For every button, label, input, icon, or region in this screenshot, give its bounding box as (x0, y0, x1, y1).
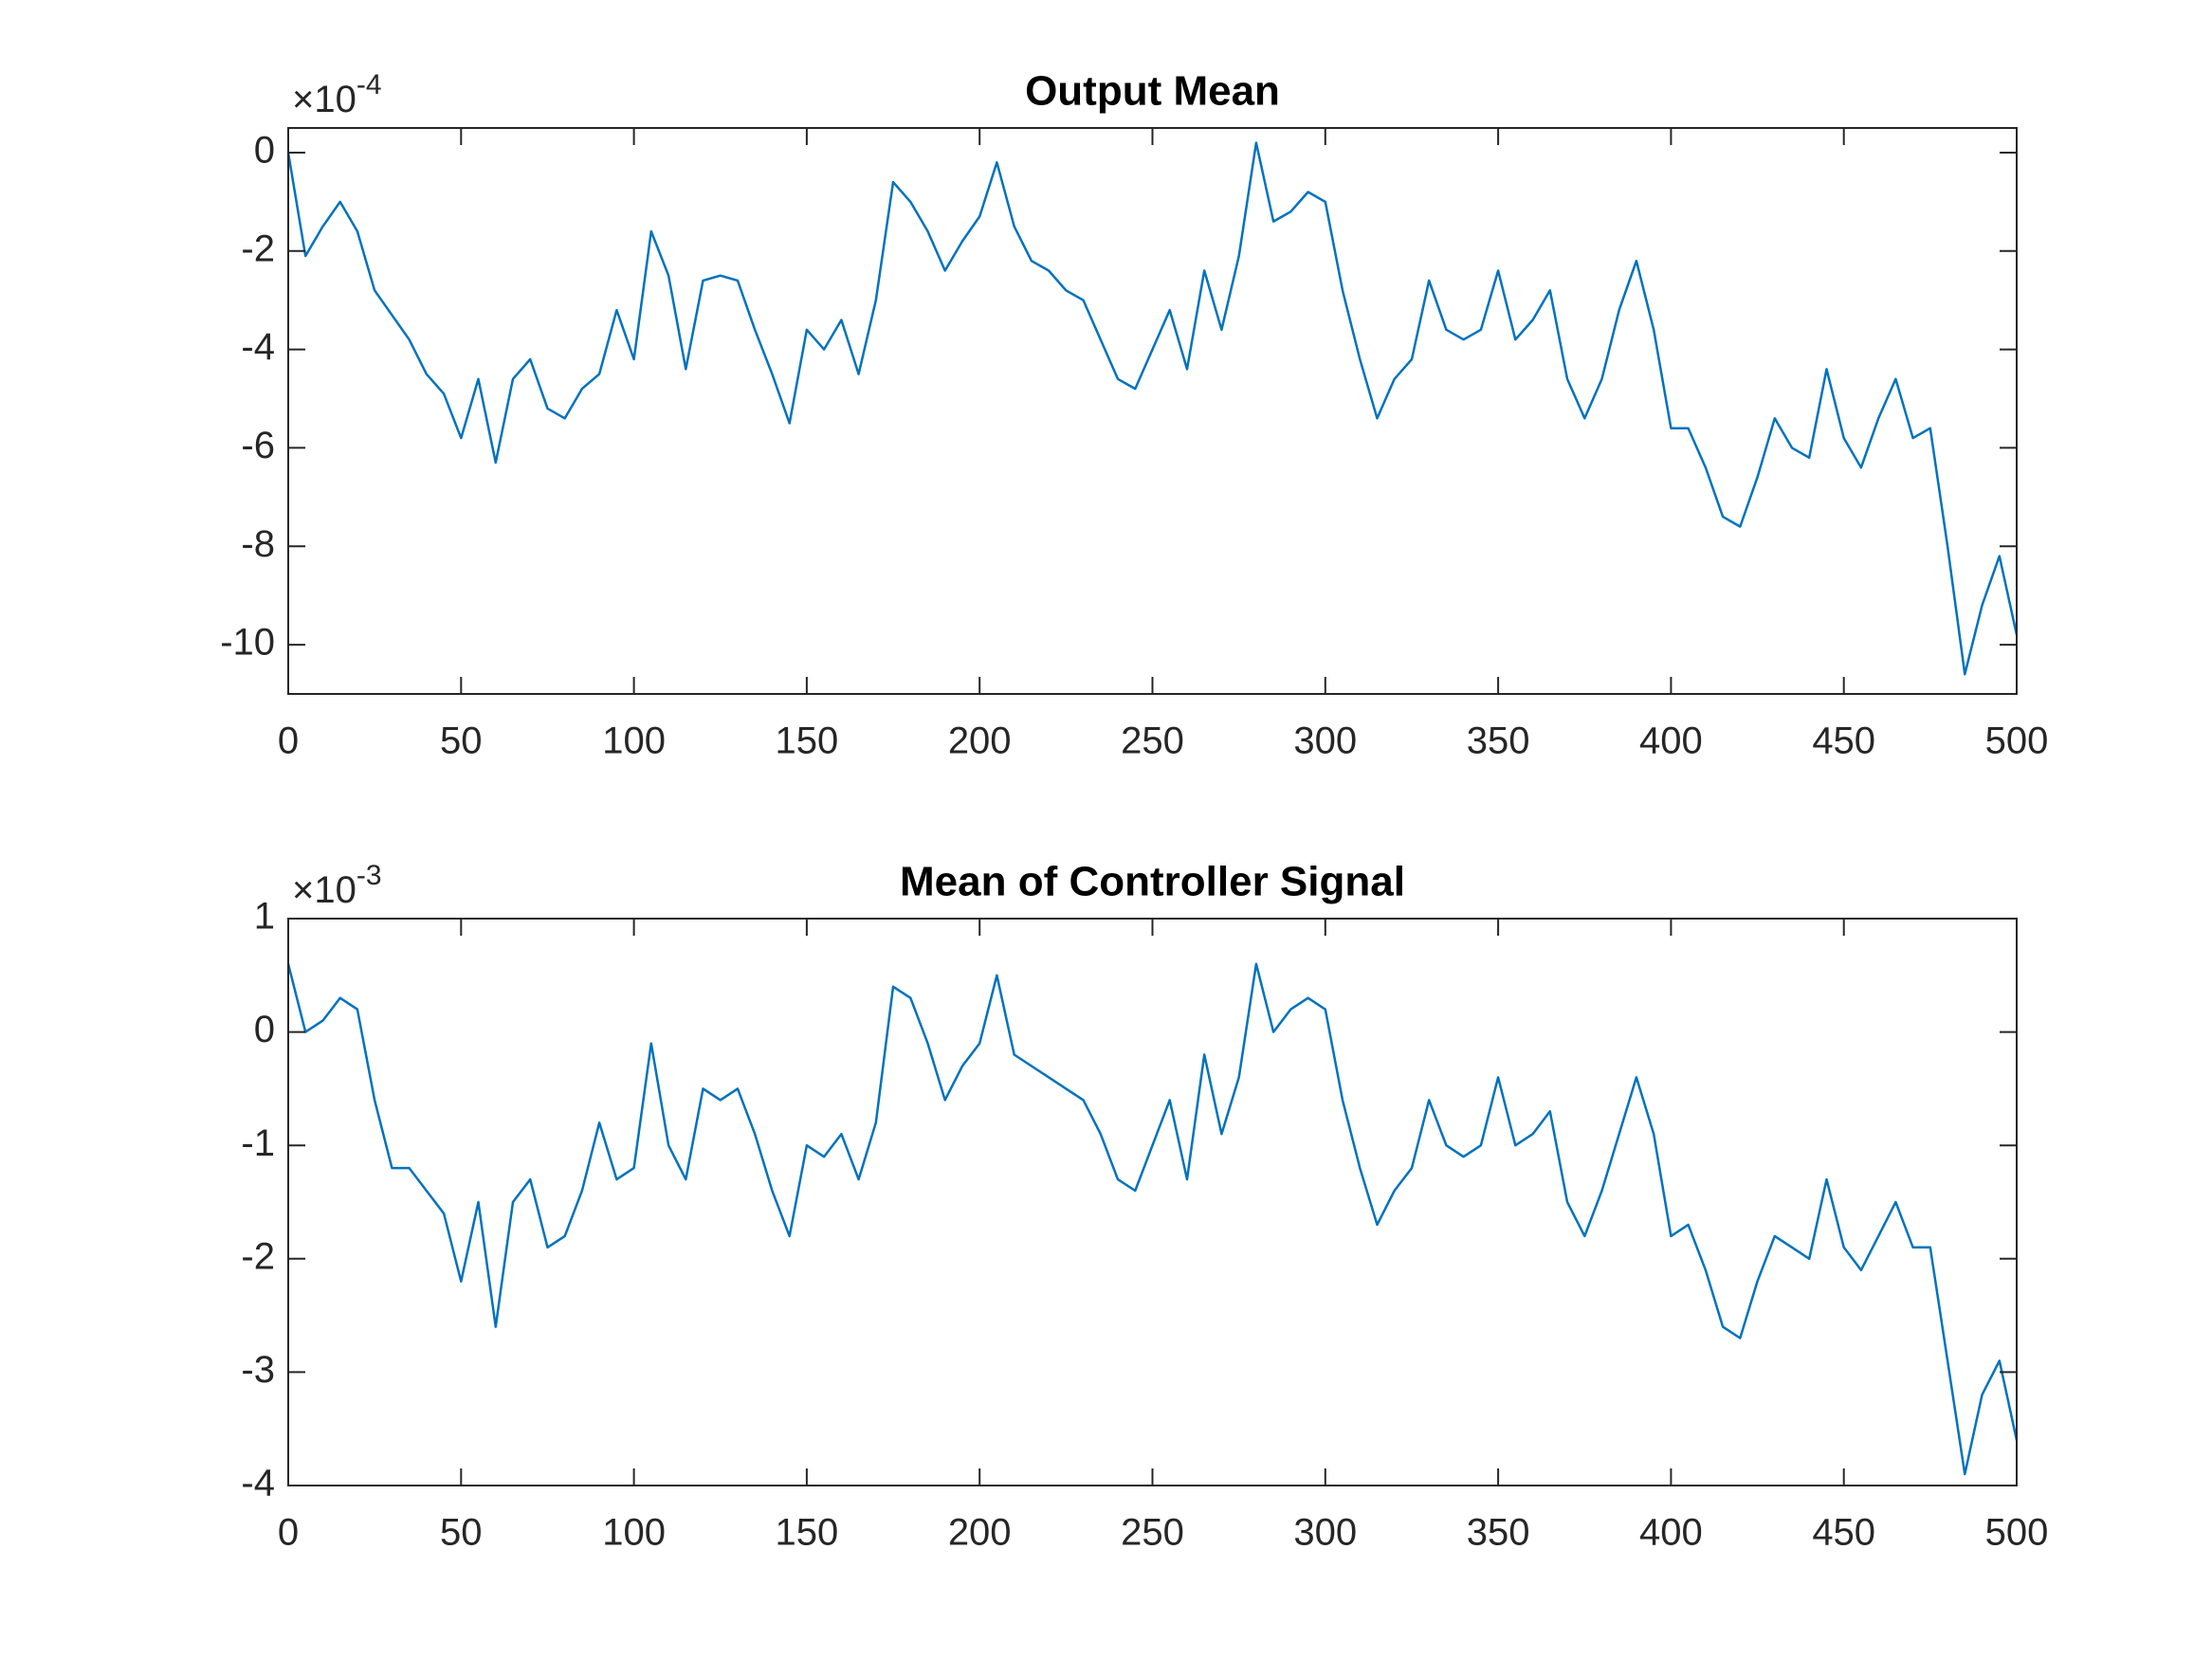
y-tick-label: -8 (241, 523, 275, 565)
y-tick-label: 0 (254, 130, 275, 172)
data-line (286, 962, 2019, 1476)
chart-title: Output Mean (1025, 68, 1280, 115)
y-tick-label: 1 (254, 896, 275, 938)
x-tick-label: 150 (776, 1512, 839, 1554)
chart-title: Mean of Controller Signal (900, 859, 1405, 905)
x-tick-label: 100 (602, 1512, 666, 1554)
x-tick-label: 350 (1467, 720, 1530, 762)
x-tick-label: 50 (440, 1512, 483, 1554)
y-tick-label: -10 (220, 622, 275, 664)
y-tick-label: -4 (241, 326, 275, 368)
multiplier-base: ×10 (292, 869, 356, 911)
y-tick-label: -4 (241, 1463, 275, 1504)
y-multiplier: ×10-4 (292, 69, 382, 120)
y-tick-label: 0 (254, 1009, 275, 1050)
x-tick-label: 250 (1121, 1512, 1184, 1554)
y-tick-label: -6 (241, 425, 275, 466)
x-tick-label: 0 (278, 1512, 299, 1554)
x-tick-label: 300 (1293, 720, 1357, 762)
x-tick-label: 50 (440, 720, 483, 762)
x-tick-label: 500 (1985, 1512, 2049, 1554)
y-tick-label: -2 (241, 1235, 275, 1277)
y-tick-label: -2 (241, 228, 275, 269)
x-tick-label: 350 (1467, 1512, 1530, 1554)
y-tick-label: -3 (241, 1349, 275, 1391)
x-tick-label: 400 (1639, 1512, 1703, 1554)
multiplier-exponent: -4 (356, 69, 382, 100)
y-tick-label: -1 (241, 1122, 275, 1164)
x-tick-label: 450 (1812, 720, 1875, 762)
axes-background (288, 128, 2017, 694)
x-tick-label: 150 (776, 720, 839, 762)
multiplier-base: ×10 (292, 79, 356, 120)
x-tick-label: 0 (278, 720, 299, 762)
x-tick-label: 400 (1639, 720, 1703, 762)
multiplier-exponent: -3 (356, 860, 382, 891)
x-tick-label: 300 (1293, 1512, 1357, 1554)
x-tick-label: 200 (948, 1512, 1012, 1554)
x-tick-label: 200 (948, 720, 1012, 762)
x-tick-label: 450 (1812, 1512, 1875, 1554)
x-tick-label: 100 (602, 720, 666, 762)
data-line (286, 141, 2019, 676)
x-tick-label: 250 (1121, 720, 1184, 762)
axes-background (288, 919, 2017, 1486)
x-tick-label: 500 (1985, 720, 2049, 762)
y-multiplier: ×10-3 (292, 860, 382, 911)
